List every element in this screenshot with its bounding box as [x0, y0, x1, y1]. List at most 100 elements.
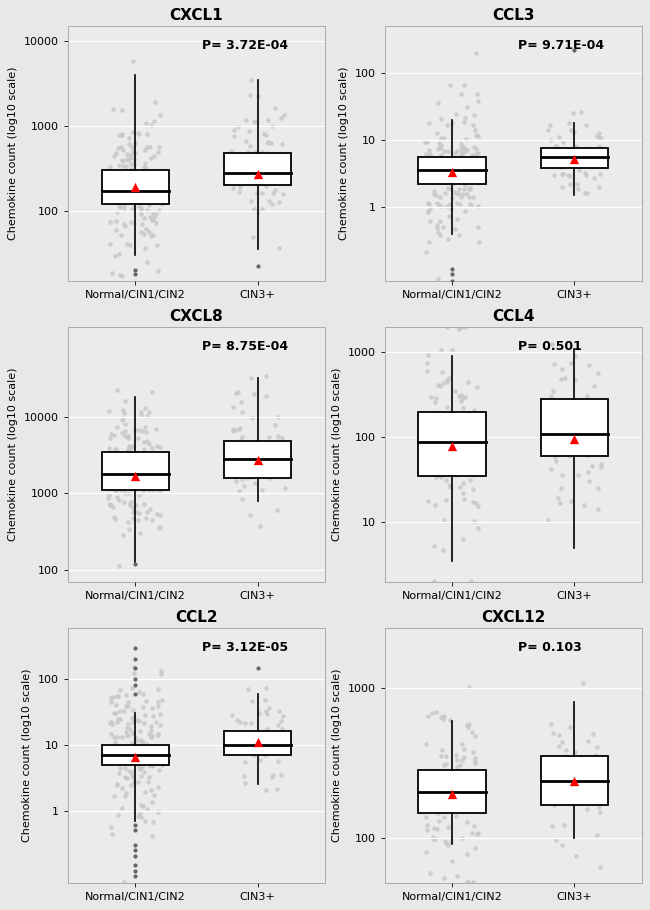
Point	[235, 420, 246, 435]
Point	[473, 177, 483, 191]
Point	[432, 822, 442, 836]
Point	[589, 439, 599, 453]
Point	[430, 395, 440, 410]
Point	[462, 169, 472, 184]
Point	[129, 157, 140, 171]
Point	[150, 744, 161, 759]
Point	[151, 207, 162, 221]
Point	[456, 138, 467, 153]
Point	[155, 108, 165, 123]
Point	[111, 186, 122, 200]
Point	[240, 449, 250, 463]
Point	[593, 179, 604, 194]
Point	[569, 43, 580, 57]
Point	[129, 152, 139, 167]
Point	[438, 468, 448, 482]
Point	[143, 774, 153, 789]
Point	[136, 810, 147, 824]
Point	[456, 142, 466, 157]
Point	[587, 753, 597, 768]
Point	[149, 745, 159, 760]
Point	[457, 437, 467, 451]
Point	[449, 221, 460, 236]
Point	[148, 794, 158, 809]
Point	[126, 139, 136, 154]
Point	[424, 458, 435, 472]
Point	[133, 713, 144, 728]
Point	[554, 739, 564, 753]
Point	[157, 757, 167, 772]
Point	[131, 731, 141, 745]
Point	[440, 413, 450, 428]
Point	[569, 774, 579, 789]
Point	[547, 338, 557, 352]
Point	[267, 770, 278, 784]
Point	[134, 753, 144, 767]
Point	[124, 130, 134, 145]
Point	[421, 158, 431, 173]
Point	[433, 165, 443, 179]
Point	[458, 144, 469, 158]
Point	[120, 218, 130, 233]
Point	[595, 860, 605, 875]
Point	[453, 322, 463, 337]
Point	[140, 784, 150, 799]
Point	[274, 449, 285, 463]
Point	[151, 216, 162, 230]
Point	[453, 432, 463, 447]
Point	[131, 498, 142, 512]
Point	[467, 147, 477, 162]
Point	[450, 440, 461, 454]
Point	[440, 158, 450, 173]
Point	[124, 498, 135, 512]
Point	[112, 715, 122, 730]
Point	[104, 488, 114, 502]
Point	[119, 198, 129, 213]
Point	[425, 160, 436, 175]
Point	[257, 454, 267, 469]
Point	[250, 743, 260, 758]
Point	[151, 457, 161, 471]
Point	[128, 501, 138, 515]
Point	[144, 225, 154, 239]
Point	[111, 698, 121, 713]
Point	[146, 728, 156, 743]
Point	[117, 426, 127, 440]
Point	[438, 144, 448, 158]
Point	[571, 149, 582, 164]
Point	[263, 730, 273, 744]
Point	[139, 211, 150, 226]
Point	[127, 725, 138, 740]
Point	[549, 139, 560, 154]
Point	[237, 471, 248, 486]
Point	[437, 804, 448, 818]
Point	[146, 117, 157, 132]
Point	[582, 733, 593, 748]
Point	[429, 821, 439, 835]
Point	[154, 203, 164, 217]
Point	[449, 786, 460, 801]
Point	[569, 150, 580, 165]
Point	[557, 838, 567, 853]
Point	[430, 779, 440, 794]
Point	[153, 763, 164, 777]
Point	[440, 186, 450, 200]
Point	[439, 770, 449, 784]
Point	[231, 423, 241, 438]
Y-axis label: Chemokine count (log10 scale): Chemokine count (log10 scale)	[8, 368, 18, 541]
Point	[587, 152, 597, 167]
Point	[120, 176, 130, 190]
Point	[244, 124, 255, 138]
Point	[439, 175, 449, 189]
Point	[112, 490, 123, 504]
Point	[473, 198, 483, 213]
Point	[452, 447, 462, 461]
Point	[253, 463, 263, 478]
Point	[146, 183, 157, 197]
Point	[233, 160, 244, 175]
Point	[138, 700, 148, 714]
Point	[278, 187, 288, 201]
Point	[124, 475, 134, 490]
Point	[272, 782, 283, 796]
Point	[435, 460, 445, 474]
